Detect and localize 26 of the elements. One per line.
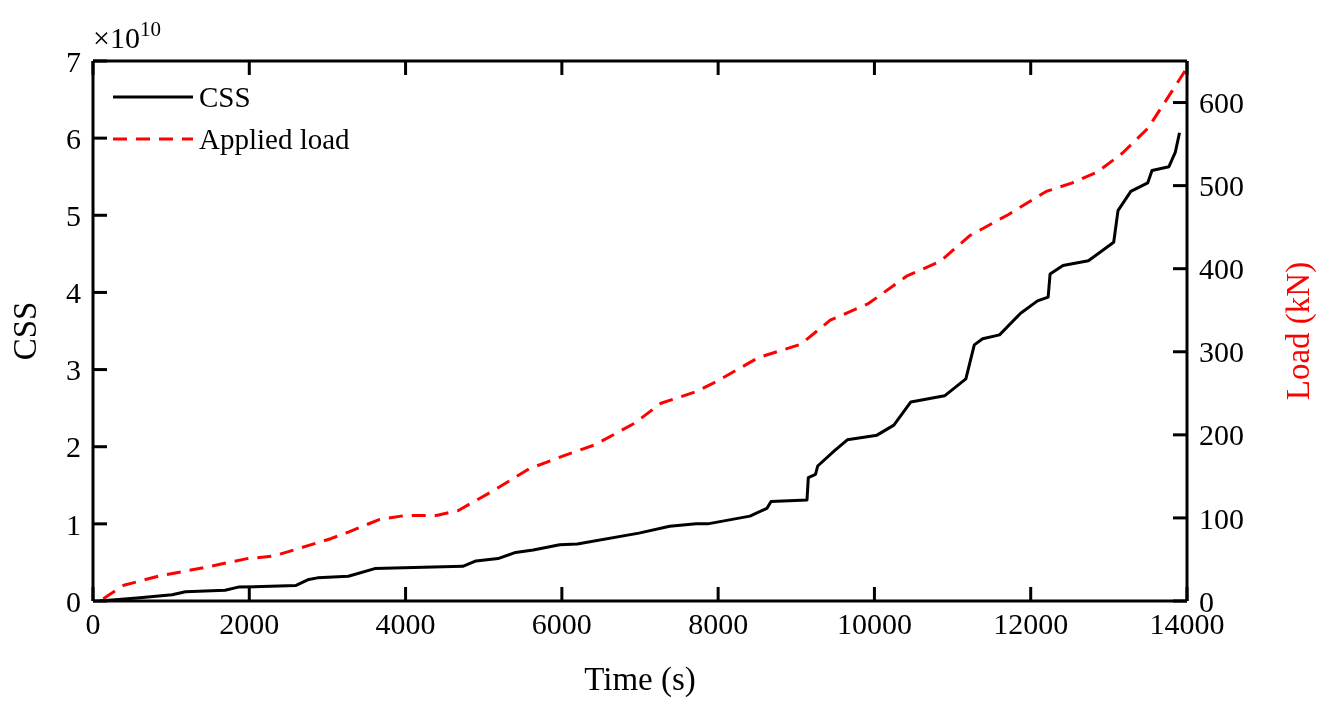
y-tick-label: 1 — [66, 507, 81, 541]
legend-label: CSS — [199, 80, 251, 115]
x-tick-label: 10000 — [836, 607, 912, 641]
y2-tick-label: 200 — [1199, 418, 1244, 452]
y-tick-label: 4 — [66, 276, 81, 310]
legend-label: Applied load — [199, 122, 350, 157]
y-tick-label: 6 — [66, 121, 81, 155]
x-tick-label: 8000 — [688, 607, 749, 641]
x-tick-label: 2000 — [219, 607, 280, 641]
y-tick-label: 7 — [66, 44, 81, 78]
text: ×10$^{10}$ — [93, 17, 161, 54]
x-axis-title: Time (s) — [584, 661, 696, 698]
x-tick-label: 12000 — [993, 607, 1069, 641]
y2-tick-label: 100 — [1199, 501, 1244, 535]
y2-axis-title: Load (kN) — [1279, 261, 1317, 401]
y2-tick-label: 600 — [1199, 86, 1244, 120]
x-tick-label: 6000 — [531, 607, 592, 641]
y-tick-label: 5 — [66, 198, 81, 232]
y-axis-title: CSS — [6, 301, 43, 361]
x-tick-label: 4000 — [375, 607, 436, 641]
y2-tick-label: 500 — [1199, 169, 1244, 203]
y2-tick-label: 300 — [1199, 335, 1244, 369]
y-tick-label: 3 — [66, 353, 81, 387]
y-tick-label: 2 — [66, 430, 81, 464]
y2-tick-label: 400 — [1199, 252, 1244, 286]
y-tick-label: 0 — [66, 584, 81, 618]
